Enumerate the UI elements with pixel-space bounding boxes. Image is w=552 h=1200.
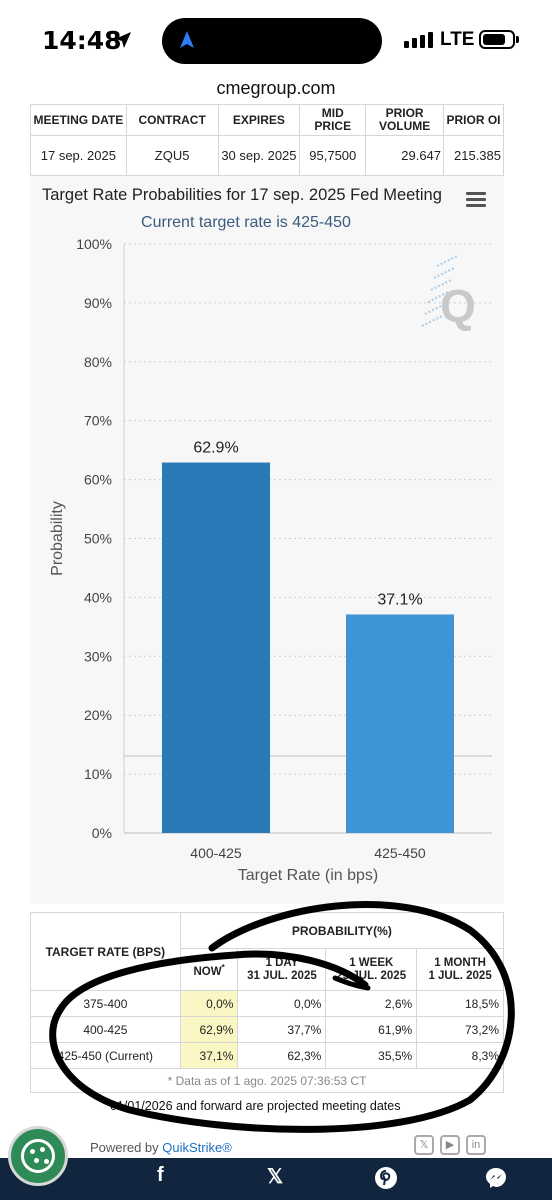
cell-contract: ZQU5 (125, 135, 219, 176)
chart-menu-icon[interactable] (466, 192, 486, 210)
header-now: NOW* (179, 948, 239, 991)
y-tick-label: 70% (84, 413, 112, 429)
cell-1-day: 62,3% (237, 1042, 327, 1069)
table-row: 425-450 (Current) 37,1% 62,3% 35,5% 8,3% (30, 1042, 504, 1069)
y-tick-label: 30% (84, 648, 112, 664)
cell-1-month: 73,2% (416, 1016, 504, 1043)
dynamic-island (162, 18, 382, 64)
data-label: 62.9% (193, 440, 238, 457)
cell-1-month: 18,5% (416, 990, 504, 1017)
bar-400-425 (162, 462, 270, 833)
watermark-stroke (421, 315, 443, 327)
meeting-table-row: 17 sep. 2025 ZQU5 30 sep. 2025 95,7500 2… (30, 135, 504, 176)
header-mid-price: MID PRICE (299, 104, 367, 136)
header-meeting-date: MEETING DATE (30, 104, 127, 136)
cell-now: 62,9% (179, 1016, 239, 1043)
facebook-icon[interactable]: f (157, 1164, 164, 1186)
y-tick-label: 50% (84, 531, 112, 547)
status-bar: 14:48 LTE (0, 0, 552, 78)
header-target-rate: TARGET RATE (BPS) (30, 912, 181, 991)
url-bar[interactable]: cmegroup.com (216, 78, 336, 98)
powered-by: Powered by QuikStrike® (90, 1140, 232, 1155)
y-tick-label: 80% (84, 354, 112, 370)
cell-meeting-date: 17 sep. 2025 (30, 135, 127, 176)
projection-note: 01/01/2026 and forward are projected mee… (110, 1099, 401, 1113)
cookie-icon (21, 1139, 55, 1173)
x-tick-label: 400-425 (190, 845, 242, 861)
probability-chart: Q 0% 10% 20% 30% 40% 50% 60% 70% 80% 90% 100% 62.9%… (49, 236, 492, 884)
y-axis-title: Probability (49, 501, 66, 576)
quikstrike-watermark: Q (440, 280, 476, 332)
data-as-of-note: * Data as of 1 ago. 2025 07:36:53 CT (30, 1068, 504, 1093)
status-time: 14:48 (42, 26, 122, 55)
cell-1-week: 61,9% (325, 1016, 418, 1043)
table-row: 375-400 0,0% 0,0% 2,6% 18,5% (30, 990, 504, 1017)
x-icon[interactable]: 𝕏 (414, 1135, 434, 1155)
linkedin-icon[interactable]: in (466, 1135, 486, 1155)
cell-prior-volume: 29.647 (365, 135, 445, 176)
table-row: 400-425 62,9% 37,7% 61,9% 73,2% (30, 1016, 504, 1043)
prob-table-header-row1: TARGET RATE (BPS) PROBABILITY(%) (30, 912, 505, 991)
pinterest-icon[interactable] (374, 1166, 398, 1190)
cell-rate: 375-400 (30, 990, 181, 1017)
location-arrow-icon (115, 32, 131, 48)
y-tick-label: 90% (84, 295, 112, 311)
y-tick-label: 20% (84, 707, 112, 723)
cell-mid-price: 95,7500 (299, 135, 367, 176)
prob-table-note-row: * Data as of 1 ago. 2025 07:36:53 CT (30, 1068, 504, 1093)
cell-now: 37,1% (179, 1042, 239, 1069)
y-tick-label: 0% (92, 825, 112, 841)
y-tick-label: 100% (76, 236, 112, 252)
cell-expires: 30 sep. 2025 (217, 135, 301, 176)
header-prior-volume: PRIOR VOLUME (365, 104, 445, 136)
network-label: LTE (440, 29, 475, 50)
chart-subtitle: Current target rate is 425-450 (141, 214, 351, 231)
footer-social-icons: 𝕏 ▶ in (414, 1135, 486, 1155)
watermark-stroke (436, 255, 458, 267)
meeting-table-header: MEETING DATE CONTRACT EXPIRES MID PRICE … (30, 104, 504, 136)
bar-425-450 (346, 614, 454, 833)
probability-table: TARGET RATE (BPS) PROBABILITY(%) NOW* 1 … (30, 912, 505, 1093)
chart-panel: Q 0% 10% 20% 30% 40% 50% 60% 70% 80% 90% 100% 62.9%… (30, 176, 504, 904)
battery-icon (479, 30, 519, 49)
cell-rate: 400-425 (30, 1016, 181, 1043)
navigation-icon (180, 31, 194, 48)
header-1-day: 1 DAY 31 JUL. 2025 (237, 948, 327, 991)
cell-1-day: 0,0% (237, 990, 327, 1017)
header-prior-oi: PRIOR OI (443, 104, 504, 136)
cell-1-week: 35,5% (325, 1042, 418, 1069)
cell-now: 0,0% (179, 990, 239, 1017)
cell-prior-oi: 215.385 (443, 135, 504, 176)
chart-title: Target Rate Probabilities for 17 sep. 20… (42, 186, 442, 204)
meeting-table: MEETING DATE CONTRACT EXPIRES MID PRICE … (30, 104, 504, 176)
header-1-week: 1 WEEK 25 JUL. 2025 (325, 948, 418, 991)
messenger-icon[interactable] (484, 1166, 508, 1190)
header-expires: EXPIRES (217, 104, 301, 136)
youtube-icon[interactable]: ▶ (440, 1135, 460, 1155)
signal-icon (404, 32, 433, 48)
cookie-settings-button[interactable] (8, 1126, 68, 1186)
quikstrike-link[interactable]: QuikStrike® (162, 1140, 232, 1155)
x-icon[interactable]: 𝕏 (267, 1166, 284, 1188)
y-tick-label: 10% (84, 766, 112, 782)
x-axis-title: Target Rate (in bps) (238, 867, 379, 884)
cell-1-day: 37,7% (237, 1016, 327, 1043)
data-label: 37.1% (377, 591, 422, 608)
cell-rate: 425-450 (Current) (30, 1042, 181, 1069)
watermark-stroke (433, 267, 455, 279)
header-contract: CONTRACT (125, 104, 219, 136)
cell-1-month: 8,3% (416, 1042, 504, 1069)
cell-1-week: 2,6% (325, 990, 418, 1017)
y-tick-label: 60% (84, 472, 112, 488)
x-tick-label: 425-450 (374, 845, 426, 861)
y-tick-label: 40% (84, 589, 112, 605)
share-bar: f 𝕏 (0, 1158, 552, 1200)
header-1-month: 1 MONTH 1 JUL. 2025 (416, 948, 504, 991)
header-probability: PROBABILITY(%) (179, 912, 505, 949)
